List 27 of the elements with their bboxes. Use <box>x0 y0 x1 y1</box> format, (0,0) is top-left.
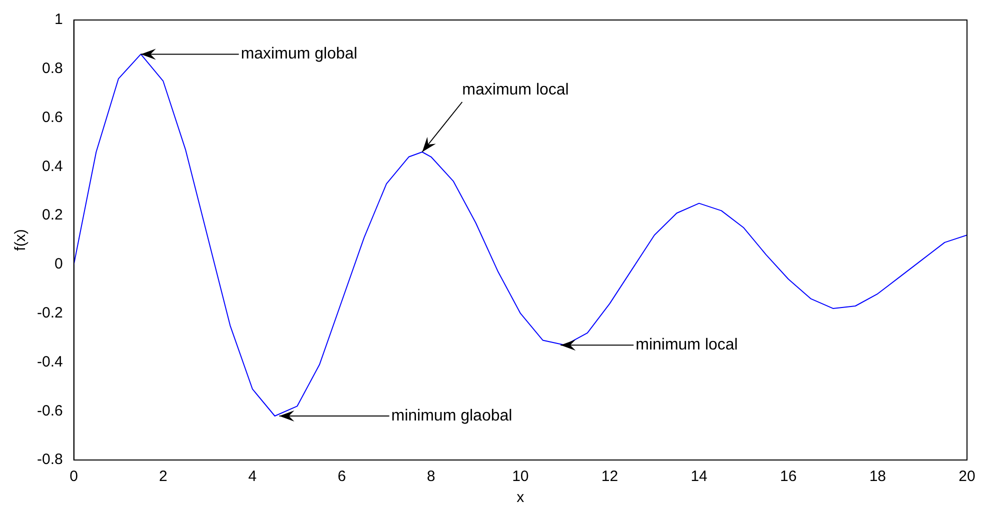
x-tick-label: 20 <box>958 468 976 486</box>
y-tick-label: -0.6 <box>36 402 63 420</box>
y-tick-label: 0 <box>54 256 63 273</box>
y-tick-label: -0.4 <box>36 353 63 370</box>
annotation: maximum global <box>240 46 358 63</box>
y-tick-label: 0.2 <box>42 206 63 224</box>
y-tick-label: 1 <box>54 11 63 28</box>
y-tick-label: 0.4 <box>42 158 63 175</box>
x-tick-label: 8 <box>426 468 436 486</box>
y-axis-title: f(x) <box>12 229 30 251</box>
annotation: minimum glaobal <box>391 407 512 424</box>
y-tick-label: -0.2 <box>36 304 63 322</box>
x-tick-label: 12 <box>601 468 618 486</box>
x-tick-label: 4 <box>248 468 257 486</box>
y-tick-label: -0.8 <box>36 451 63 468</box>
annotation: maximum local <box>462 81 569 98</box>
x-tick-label: 16 <box>780 468 797 486</box>
annotation: minimum local <box>636 336 738 354</box>
x-tick-label: 18 <box>869 468 886 486</box>
y-tick-label: 0.6 <box>42 108 63 126</box>
x-tick-label: 6 <box>338 468 346 486</box>
x-tick-label: 14 <box>690 468 708 486</box>
x-tick-label: 2 <box>158 468 168 486</box>
x-tick-label: 10 <box>512 468 529 486</box>
y-tick-label: 0.8 <box>42 60 63 78</box>
x-axis-title: x <box>516 489 525 506</box>
x-tick-label: 0 <box>70 468 78 486</box>
